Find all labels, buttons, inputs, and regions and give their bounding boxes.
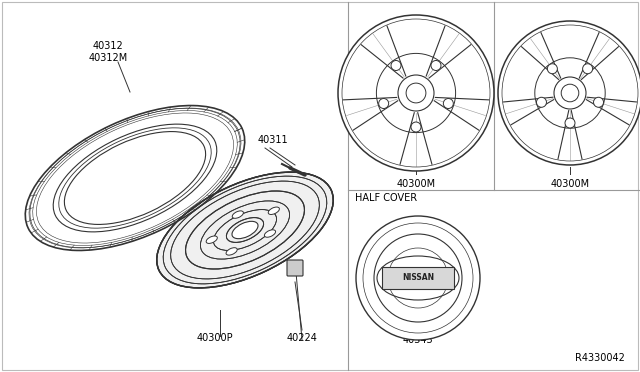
Circle shape (411, 122, 421, 132)
Circle shape (356, 216, 480, 340)
Ellipse shape (157, 172, 333, 288)
Text: NISSAN: NISSAN (402, 273, 434, 282)
FancyBboxPatch shape (382, 267, 454, 289)
Text: 40224: 40224 (287, 333, 317, 343)
Circle shape (565, 118, 575, 128)
Circle shape (444, 99, 453, 109)
Text: 40343: 40343 (403, 335, 433, 345)
Circle shape (547, 64, 557, 74)
Circle shape (498, 21, 640, 165)
Ellipse shape (232, 221, 258, 239)
Ellipse shape (268, 207, 280, 215)
Text: HALF COVER: HALF COVER (355, 193, 417, 203)
Text: 40311: 40311 (258, 135, 289, 145)
Text: 40300M: 40300M (550, 179, 589, 189)
Circle shape (338, 15, 494, 171)
Circle shape (536, 97, 547, 107)
FancyBboxPatch shape (287, 260, 303, 276)
Circle shape (391, 61, 401, 70)
Text: 40312
40312M: 40312 40312M (88, 41, 127, 63)
Circle shape (582, 64, 593, 74)
Circle shape (431, 61, 441, 70)
Ellipse shape (232, 211, 243, 218)
Ellipse shape (226, 248, 237, 255)
Circle shape (379, 99, 388, 109)
Ellipse shape (206, 236, 218, 243)
Text: 40300P: 40300P (196, 333, 234, 343)
Text: R4330042: R4330042 (575, 353, 625, 363)
Text: 40300M: 40300M (396, 179, 436, 189)
Ellipse shape (264, 230, 276, 237)
Circle shape (593, 97, 604, 107)
